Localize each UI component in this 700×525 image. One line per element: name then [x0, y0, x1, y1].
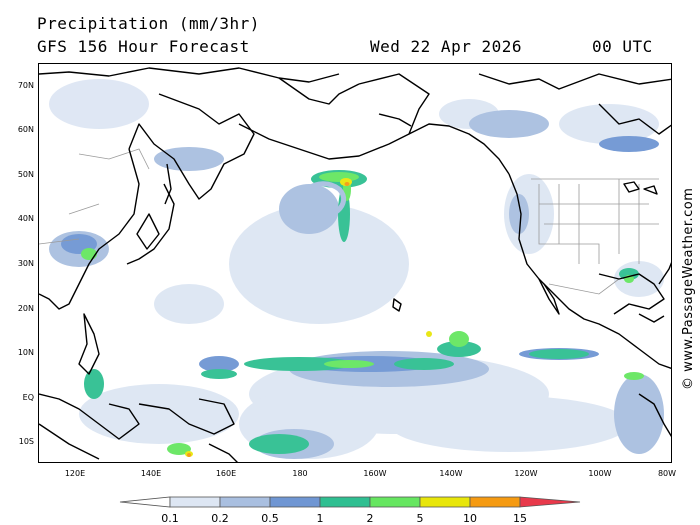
- lat-label-40n: 40N: [17, 214, 34, 223]
- lon-label-100w: 100W: [588, 469, 612, 478]
- legend-bin-2: [219, 496, 271, 508]
- chart-title: Precipitation (mm/3hr): [37, 14, 260, 33]
- coastlines: [39, 67, 671, 462]
- precipitation-map: [38, 63, 672, 463]
- precipitation-field: [49, 79, 664, 459]
- lat-label-10s: 10S: [18, 437, 34, 446]
- legend-bin-5: [369, 496, 421, 508]
- lon-label-140e: 140E: [140, 469, 162, 478]
- legend-bin-3: [269, 496, 321, 508]
- legend-label-1: 1: [317, 512, 324, 525]
- lon-label-120w: 120W: [514, 469, 538, 478]
- lon-label-160e: 160E: [215, 469, 237, 478]
- precipitation-legend: 0.1 0.2 0.5 1 2 5 10 15: [119, 496, 581, 525]
- lon-label-120e: 120E: [64, 469, 86, 478]
- legend-label-2: 2: [367, 512, 374, 525]
- legend-label-10: 10: [463, 512, 477, 525]
- lat-label-50n: 50N: [17, 170, 34, 179]
- legend-bin-6: [419, 496, 471, 508]
- lat-label-10n: 10N: [17, 348, 34, 357]
- lon-label-160w: 160W: [363, 469, 387, 478]
- country-borders: [39, 148, 659, 295]
- forecast-subtitle: GFS 156 Hour Forecast: [37, 37, 250, 56]
- legend-label-5: 5: [417, 512, 424, 525]
- lat-label-20n: 20N: [17, 304, 34, 313]
- lat-label-60n: 60N: [17, 125, 34, 134]
- lat-label-70n: 70N: [17, 81, 34, 90]
- legend-label-0.1: 0.1: [161, 512, 179, 525]
- passageweather-watermark: © www.PassageWeather.com: [681, 187, 696, 390]
- legend-label-0.2: 0.2: [211, 512, 229, 525]
- lon-label-180: 180: [292, 469, 308, 478]
- legend-arrow-left: [119, 496, 171, 508]
- lat-label-30n: 30N: [17, 259, 34, 268]
- legend-bin-4: [319, 496, 371, 508]
- lon-label-80w: 80W: [657, 469, 677, 478]
- lat-label-eq: EQ: [22, 393, 34, 402]
- legend-bin-1: [169, 496, 221, 508]
- legend-bin-7: [469, 496, 521, 508]
- legend-label-15: 15: [513, 512, 527, 525]
- legend-label-0.5: 0.5: [261, 512, 279, 525]
- legend-arrow-right: [519, 496, 581, 508]
- lon-label-140w: 140W: [439, 469, 463, 478]
- forecast-date: Wed 22 Apr 2026: [370, 37, 522, 56]
- forecast-time: 00 UTC: [592, 37, 653, 56]
